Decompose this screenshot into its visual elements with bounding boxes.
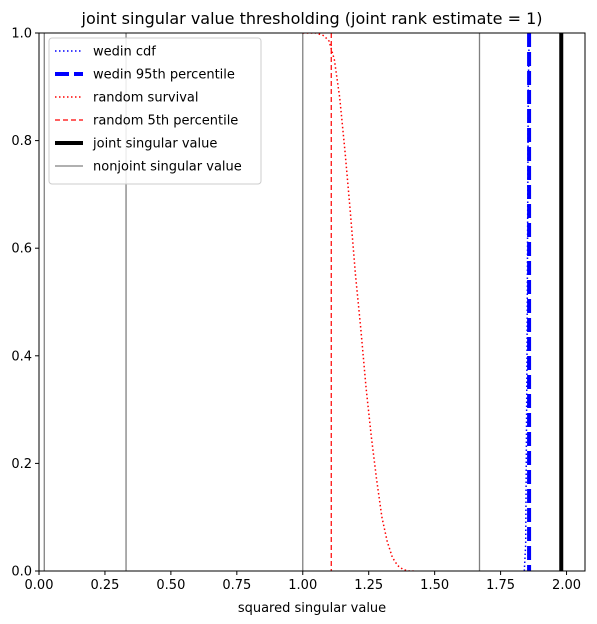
- legend-label-nonjoint-singular-value: nonjoint singular value: [93, 160, 242, 175]
- x-tick-label: 0.50: [156, 578, 185, 593]
- legend-label-wedin-95th-percentile: wedin 95th percentile: [93, 68, 235, 83]
- axes: 0.00 0.25 0.50 0.75 1.00 1.25 1.50 1.75 2.00 0.0 0…: [11, 27, 586, 593]
- x-tick-label: 1.75: [486, 578, 515, 593]
- y-tick-label: 0.0: [11, 565, 32, 580]
- x-axis-label: squared singular value: [238, 601, 386, 616]
- y-tick-label: 0.6: [11, 242, 32, 257]
- x-tick-label: 2.00: [552, 578, 581, 593]
- legend-label-random-5th-percentile: random 5th percentile: [93, 114, 238, 129]
- chart-title: joint singular value thresholding (joint…: [81, 9, 543, 28]
- y-tick-label: 0.2: [11, 457, 32, 472]
- x-tick-label: 1.50: [420, 578, 449, 593]
- legend-box: [48, 37, 262, 185]
- x-tick-label: 0.25: [90, 578, 119, 593]
- random-survival-line: [302, 33, 414, 571]
- y-tick-label: 1.0: [11, 27, 32, 42]
- x-tick-label: 1.25: [354, 578, 383, 593]
- x-tick-label: 0.00: [25, 578, 54, 593]
- x-tick-label: 1.00: [288, 578, 317, 593]
- legend-label-wedin-cdf: wedin cdf: [93, 45, 156, 60]
- y-tick-label: 0.8: [11, 134, 32, 149]
- legend-label-joint-singular-value: joint singular value: [92, 137, 217, 152]
- axes-frame: [38, 32, 586, 572]
- y-tick-label: 0.4: [11, 349, 32, 364]
- x-tick-label: 0.75: [222, 578, 251, 593]
- legend-label-random-survival: random survival: [93, 91, 199, 106]
- legend: wedin cdf wedin 95th percentile random sur…: [48, 37, 262, 185]
